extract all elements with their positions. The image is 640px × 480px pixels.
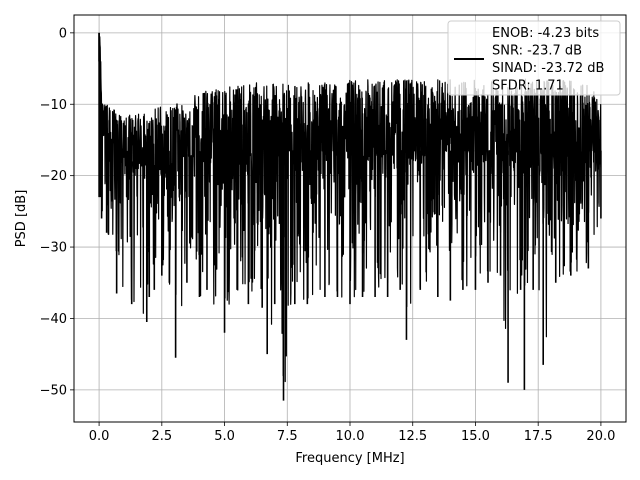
x-tick-label: 17.5 [524,429,553,444]
y-tick-label: −30 [40,241,67,256]
x-tick-label: 10.0 [336,429,365,444]
x-axis-label: Frequency [MHz] [295,451,404,466]
legend-entry-snr: SNR: -23.7 dB [492,44,582,59]
x-tick-label: 2.5 [151,429,172,444]
y-tick-label: −40 [40,312,67,327]
x-tick-label: 0.0 [89,429,110,444]
legend-entry-sfdr: SFDR: 1.71 [492,79,564,94]
y-axis-label: PSD [dB] [14,190,29,248]
psd-series [98,32,602,401]
y-tick-label: −10 [40,98,67,113]
y-axis-ticks: 0 −10 −20 −30 −40 −50 [40,26,74,398]
x-tick-label: 20.0 [586,429,615,444]
x-tick-label: 12.5 [398,429,427,444]
x-axis-ticks: 0.0 2.5 5.0 7.5 10.0 12.5 15.0 17.5 20.0 [89,422,615,444]
legend: ENOB: -4.23 bits SNR: -23.7 dB SINAD: -2… [447,20,621,96]
y-tick-label: −20 [40,169,67,184]
x-tick-label: 7.5 [277,429,298,444]
legend-box [447,20,621,96]
x-tick-label: 15.0 [461,429,490,444]
y-tick-label: −50 [40,383,67,398]
legend-entry-enob: ENOB: -4.23 bits [492,26,599,41]
legend-entry-sinad: SINAD: -23.72 dB [492,61,604,76]
y-tick-label: 0 [59,26,67,41]
x-tick-label: 5.0 [214,429,235,444]
